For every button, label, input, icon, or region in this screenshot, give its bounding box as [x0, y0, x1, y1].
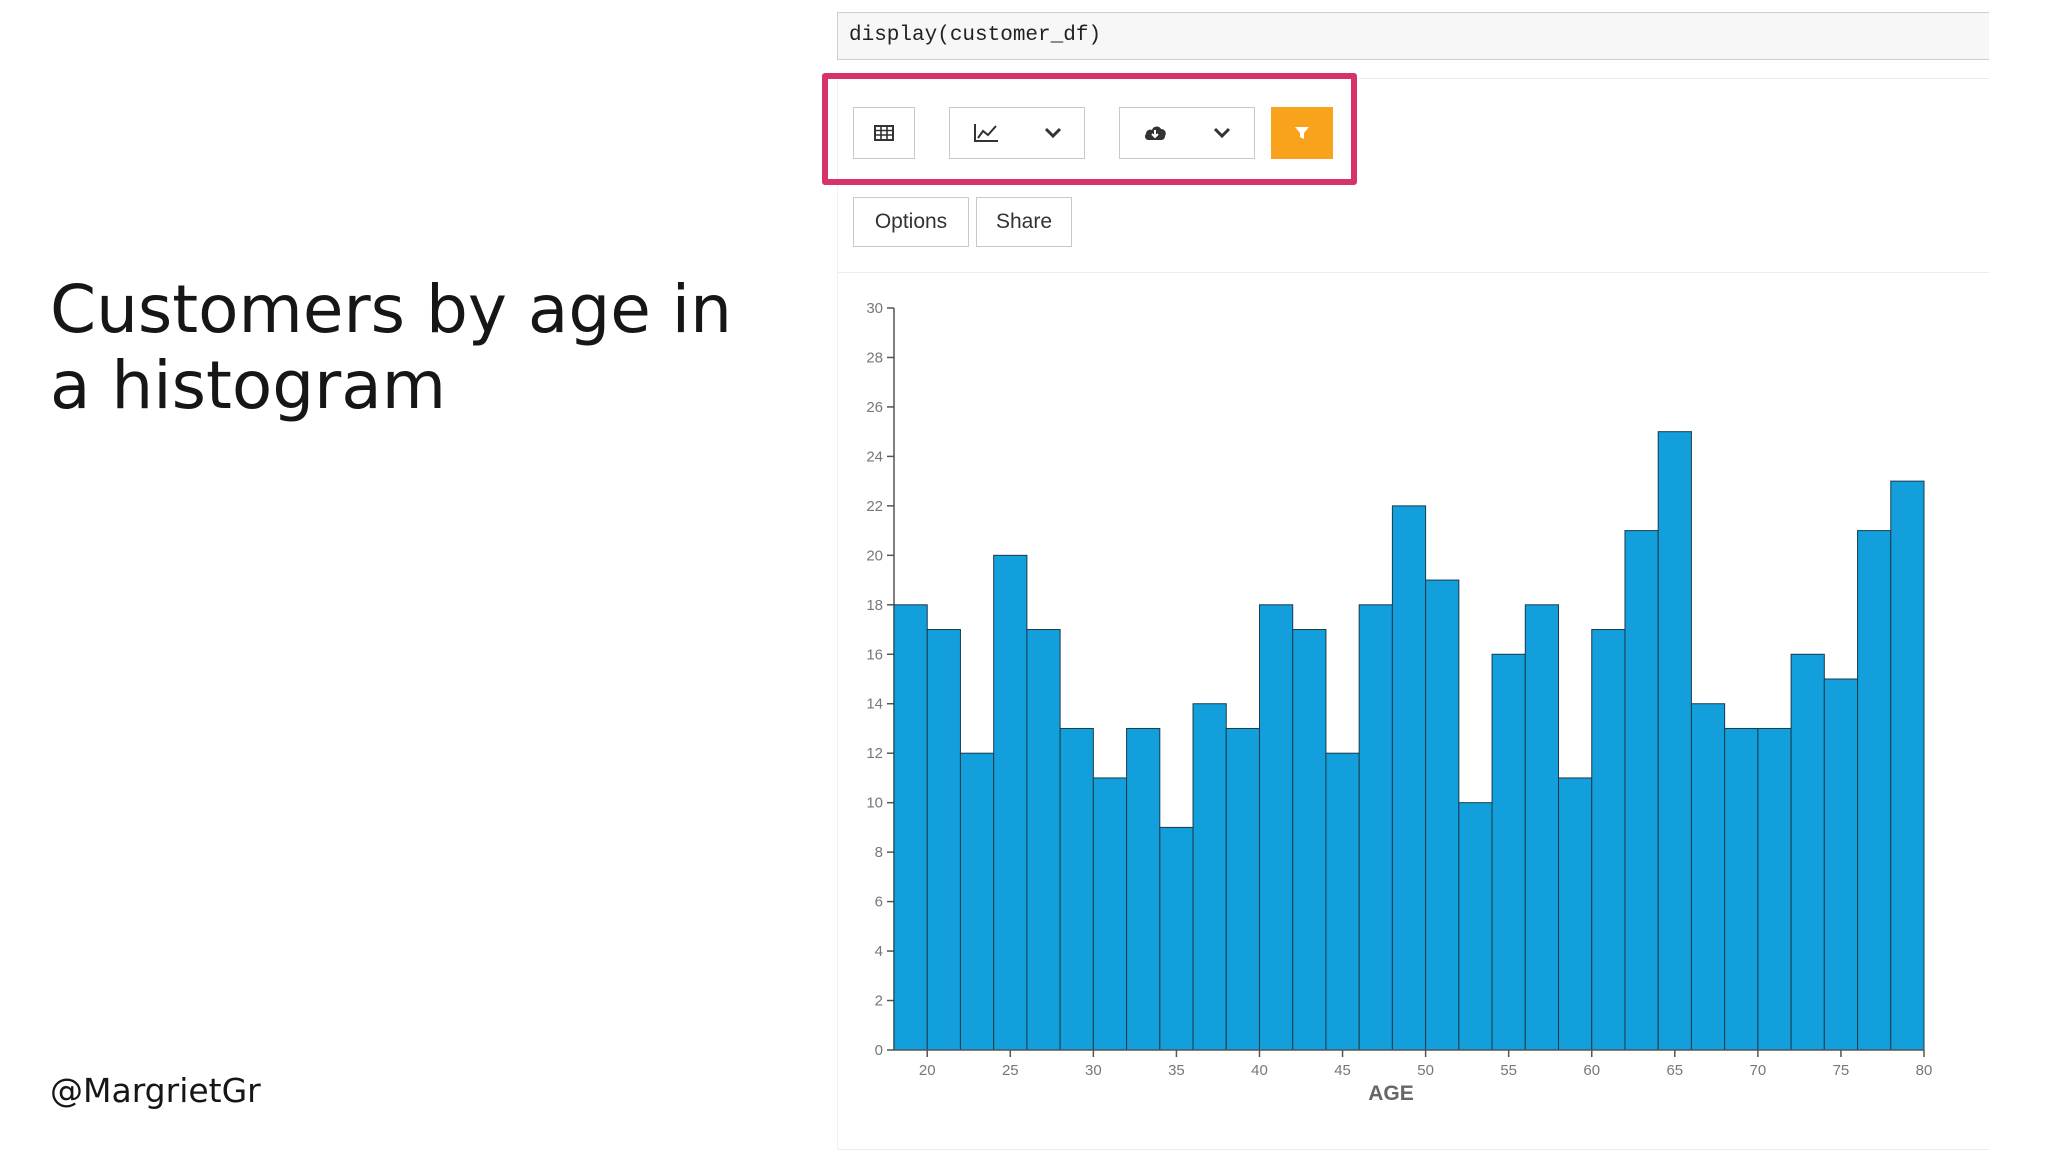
histogram-bar — [1458, 802, 1493, 1051]
code-cell[interactable]: display(customer_df) — [837, 12, 1989, 60]
histogram-bar — [959, 752, 995, 1051]
histogram-bar — [1823, 678, 1859, 1051]
options-button[interactable]: Options — [853, 197, 969, 247]
chart-type-button[interactable] — [949, 107, 1085, 159]
y-tick-label: 14 — [866, 696, 883, 713]
chevron-down-icon — [1213, 127, 1231, 139]
x-tick-label: 20 — [919, 1062, 936, 1079]
x-tick-label: 25 — [1002, 1062, 1019, 1079]
histogram-bar — [893, 604, 928, 1051]
download-button[interactable] — [1119, 107, 1255, 159]
x-tick-label: 50 — [1417, 1062, 1434, 1079]
histogram-bar — [1790, 653, 1825, 1051]
histogram-bar — [1358, 604, 1393, 1051]
y-tick-label: 4 — [875, 943, 883, 960]
histogram-bar — [1558, 777, 1593, 1051]
line-chart-icon — [973, 123, 999, 143]
histogram-bar — [1059, 727, 1094, 1051]
histogram-bar — [1092, 777, 1128, 1051]
y-tick-label: 10 — [866, 795, 883, 812]
histogram-chart: 0 2 4 6 8 10 12 14 16 18 20 22 24 26 28 30 20 25 30 35 40 45… — [835, 280, 1995, 1120]
histogram-bar — [1724, 727, 1759, 1051]
y-tick-label: 28 — [866, 349, 883, 366]
filter-icon — [1294, 125, 1310, 141]
x-tick-label: 75 — [1833, 1062, 1850, 1079]
y-tick-label: 16 — [866, 646, 883, 663]
histogram-bar — [1624, 530, 1659, 1051]
y-tick-label: 20 — [866, 547, 883, 564]
histogram-bar — [1192, 703, 1227, 1051]
table-icon — [874, 125, 894, 141]
y-tick-label: 0 — [875, 1042, 883, 1059]
x-tick-label: 40 — [1251, 1062, 1268, 1079]
notebook-panel: display(customer_df) — [822, 0, 1995, 1152]
histogram-bar — [1225, 727, 1260, 1051]
histogram-bar — [1857, 530, 1892, 1051]
slide-title: Customers by age in a histogram — [50, 272, 750, 424]
slide-title-line-1: Customers by age in — [50, 271, 732, 348]
histogram-bar — [1325, 752, 1360, 1051]
author-handle: @MargrietGr — [50, 1071, 261, 1110]
x-tick-label: 70 — [1750, 1062, 1767, 1079]
histogram-bar — [1491, 653, 1526, 1051]
histogram-bar — [1657, 431, 1692, 1051]
y-tick-label: 6 — [875, 894, 883, 911]
x-axis-title: AGE — [1368, 1082, 1414, 1105]
y-tick-label: 24 — [866, 448, 883, 465]
x-tick-label: 60 — [1583, 1062, 1600, 1079]
histogram-bar — [1292, 629, 1327, 1051]
y-tick-label: 18 — [866, 597, 883, 614]
y-tick-label: 30 — [866, 300, 883, 317]
y-tick-label: 2 — [875, 993, 883, 1010]
x-tick-label: 55 — [1500, 1062, 1517, 1079]
x-tick-label: 35 — [1168, 1062, 1185, 1079]
histogram-bar — [993, 554, 1028, 1051]
x-tick-label: 30 — [1085, 1062, 1102, 1079]
x-tick-label: 65 — [1666, 1062, 1683, 1079]
histogram-bar — [1524, 604, 1560, 1051]
chevron-down-icon — [1044, 127, 1062, 139]
histogram-bar — [1690, 703, 1726, 1051]
x-tick-label: 45 — [1334, 1062, 1351, 1079]
histogram-bar — [1757, 727, 1792, 1051]
y-tick-label: 26 — [866, 399, 883, 416]
histogram-bar — [1159, 826, 1194, 1051]
histogram-bar — [1026, 629, 1061, 1051]
output-divider — [837, 272, 1989, 273]
histogram-bar — [1890, 480, 1925, 1051]
histogram-bar — [926, 629, 961, 1051]
cloud-download-icon — [1143, 124, 1167, 142]
histogram-bar — [1126, 727, 1161, 1051]
y-tick-label: 12 — [866, 745, 883, 762]
histogram-bar — [1425, 579, 1460, 1051]
x-axis: 20 25 30 35 40 45 50 55 60 65 70 75 80 — [894, 1049, 1933, 1079]
histogram-bar — [1391, 505, 1427, 1051]
histogram-bar — [1591, 629, 1626, 1051]
y-tick-label: 8 — [875, 844, 883, 861]
slide-title-line-2: a histogram — [50, 347, 446, 424]
histogram-bar — [1258, 604, 1294, 1051]
table-view-button[interactable] — [853, 107, 915, 159]
share-button[interactable]: Share — [976, 197, 1072, 247]
toolbar-highlight-box — [822, 73, 1357, 185]
x-tick-label: 80 — [1916, 1062, 1933, 1079]
y-tick-label: 22 — [866, 498, 883, 515]
filter-button[interactable] — [1271, 107, 1333, 159]
bars — [893, 431, 1925, 1051]
